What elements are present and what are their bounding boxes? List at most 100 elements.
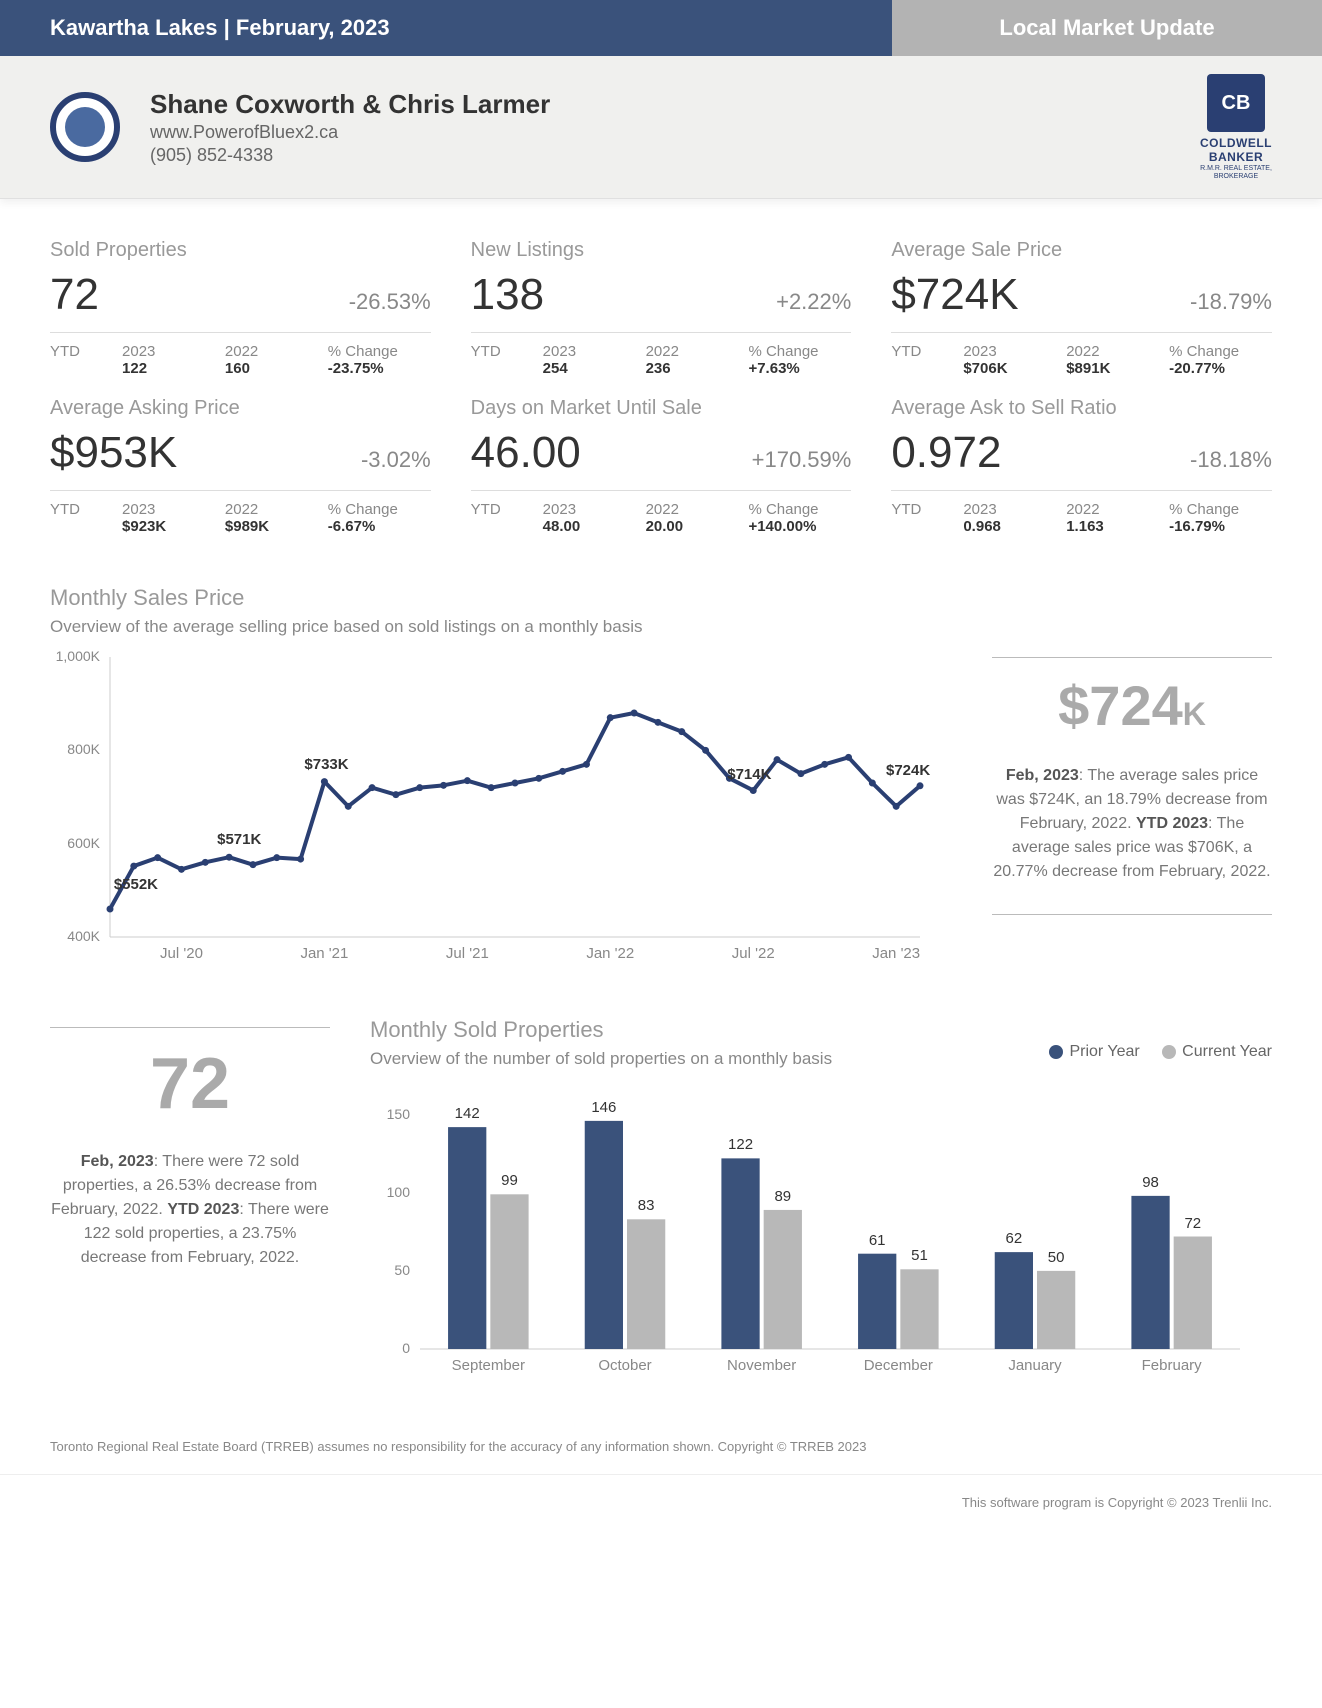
stat-change-value: +7.63% [748, 360, 851, 377]
stat-value: 46.00 [471, 428, 581, 478]
stat-title: Average Sale Price [891, 239, 1272, 262]
stat-pct: -26.53% [349, 289, 431, 315]
stat-pct: -18.18% [1190, 447, 1272, 473]
stat-change-value: -16.79% [1169, 518, 1272, 535]
stat-value: $724K [891, 270, 1018, 320]
stat-2023-value: 0.968 [963, 518, 1066, 535]
bar-chart-title: Monthly Sold Properties [370, 1017, 1272, 1043]
stat-2023-label: 2023 [122, 343, 225, 360]
brand-icon: CB [1207, 74, 1265, 132]
stat-pct: +170.59% [752, 447, 852, 473]
stat-card: New Listings 138 +2.22% YTD 2023 2022 % … [471, 239, 852, 377]
agent-bar: Shane Coxworth & Chris Larmer www.Powero… [0, 56, 1322, 199]
stat-2022-label: 2022 [1066, 501, 1169, 518]
bar-chart: 050100150September14299October14683Novem… [370, 1079, 1272, 1399]
brand-line1: COLDWELL [1200, 136, 1272, 150]
stat-ytd-label: YTD [471, 343, 543, 360]
legend-prior-label: Prior Year [1069, 1043, 1139, 1060]
stat-change-label: % Change [328, 343, 431, 360]
stat-ytd-label: YTD [50, 501, 122, 518]
stat-card: Days on Market Until Sale 46.00 +170.59%… [471, 397, 852, 535]
line-summary-value: $724 [1058, 674, 1183, 737]
brand-line2: BANKER [1200, 150, 1272, 164]
stat-card: Average Ask to Sell Ratio 0.972 -18.18% … [891, 397, 1272, 535]
bar-chart-subtitle: Overview of the number of sold propertie… [370, 1049, 1031, 1069]
bar-chart-legend: Prior Year Current Year [1031, 1043, 1272, 1061]
line-chart-title: Monthly Sales Price [50, 585, 1272, 611]
brand-line4: BROKERAGE [1200, 173, 1272, 180]
stat-2022-value: 1.163 [1066, 518, 1169, 535]
agent-info: Shane Coxworth & Chris Larmer www.Powero… [150, 89, 1200, 166]
stat-card: Average Sale Price $724K -18.79% YTD 202… [891, 239, 1272, 377]
stat-2023-value: 48.00 [543, 518, 646, 535]
stat-pct: -3.02% [361, 447, 431, 473]
stat-2022-value: 160 [225, 360, 328, 377]
line-summary-suffix: K [1183, 696, 1206, 732]
line-chart: 400K600K800K1,000KJul '20Jan '21Jul '21J… [50, 647, 952, 987]
stat-change-label: % Change [748, 343, 851, 360]
stat-value: 0.972 [891, 428, 1001, 478]
stat-pct: +2.22% [776, 289, 851, 315]
stat-change-label: % Change [1169, 501, 1272, 518]
legend-current-dot [1162, 1045, 1176, 1059]
line-summary-panel: $724K Feb, 2023: The average sales price… [992, 647, 1272, 987]
stat-ytd-label: YTD [891, 501, 963, 518]
stat-2022-label: 2022 [1066, 343, 1169, 360]
header-bar: Kawartha Lakes | February, 2023 Local Ma… [0, 0, 1322, 56]
footer-disclaimer: Toronto Regional Real Estate Board (TRRE… [0, 1419, 1322, 1464]
line-summary-text: Feb, 2023: The average sales price was $… [992, 764, 1272, 884]
header-title: Local Market Update [892, 0, 1322, 56]
stat-2023-value: 122 [122, 360, 225, 377]
agent-logo-icon [50, 92, 120, 162]
stat-2023-value: $923K [122, 518, 225, 535]
stat-ytd-label: YTD [50, 343, 122, 360]
stat-title: New Listings [471, 239, 852, 262]
footer-copyright: This software program is Copyright © 202… [0, 1474, 1322, 1540]
stats-grid: Sold Properties 72 -26.53% YTD 2023 2022… [0, 199, 1322, 555]
brand-line3: R.M.R. REAL ESTATE, [1200, 165, 1272, 172]
line-chart-subtitle: Overview of the average selling price ba… [50, 617, 1272, 637]
stat-change-label: % Change [748, 501, 851, 518]
stat-change-label: % Change [1169, 343, 1272, 360]
agent-phone: (905) 852-4338 [150, 145, 1200, 166]
stat-2022-label: 2022 [225, 343, 328, 360]
stat-2023-label: 2023 [122, 501, 225, 518]
header-location: Kawartha Lakes | February, 2023 [0, 0, 892, 56]
stat-2022-value: $891K [1066, 360, 1169, 377]
stat-2023-value: $706K [963, 360, 1066, 377]
stat-title: Days on Market Until Sale [471, 397, 852, 420]
stat-2023-label: 2023 [543, 501, 646, 518]
stat-ytd-label: YTD [891, 343, 963, 360]
stat-card: Average Asking Price $953K -3.02% YTD 20… [50, 397, 431, 535]
legend-current-label: Current Year [1182, 1043, 1272, 1060]
stat-value: 72 [50, 270, 99, 320]
stat-2023-label: 2023 [543, 343, 646, 360]
stat-2022-value: 20.00 [646, 518, 749, 535]
stat-2023-label: 2023 [963, 343, 1066, 360]
stat-title: Sold Properties [50, 239, 431, 262]
stat-pct: -18.79% [1190, 289, 1272, 315]
stat-2022-label: 2022 [646, 343, 749, 360]
stat-2022-value: 236 [646, 360, 749, 377]
agent-website: www.PowerofBluex2.ca [150, 122, 1200, 143]
agent-name: Shane Coxworth & Chris Larmer [150, 89, 1200, 120]
stat-2022-value: $989K [225, 518, 328, 535]
stat-value: $953K [50, 428, 177, 478]
legend-prior-dot [1049, 1045, 1063, 1059]
stat-change-value: -23.75% [328, 360, 431, 377]
charts-section: Monthly Sales Price Overview of the aver… [0, 555, 1322, 1419]
bar-summary-panel: 72 Feb, 2023: There were 72 sold propert… [50, 1017, 330, 1399]
stat-card: Sold Properties 72 -26.53% YTD 2023 2022… [50, 239, 431, 377]
stat-2023-label: 2023 [963, 501, 1066, 518]
stat-change-label: % Change [328, 501, 431, 518]
stat-change-value: +140.00% [748, 518, 851, 535]
stat-ytd-label: YTD [471, 501, 543, 518]
stat-change-value: -20.77% [1169, 360, 1272, 377]
bar-summary-value: 72 [50, 1048, 330, 1120]
stat-title: Average Asking Price [50, 397, 431, 420]
stat-value: 138 [471, 270, 544, 320]
bar-summary-text: Feb, 2023: There were 72 sold properties… [50, 1150, 330, 1270]
brand-logo: CB COLDWELL BANKER R.M.R. REAL ESTATE, B… [1200, 74, 1272, 180]
stat-2022-label: 2022 [646, 501, 749, 518]
stat-2023-value: 254 [543, 360, 646, 377]
